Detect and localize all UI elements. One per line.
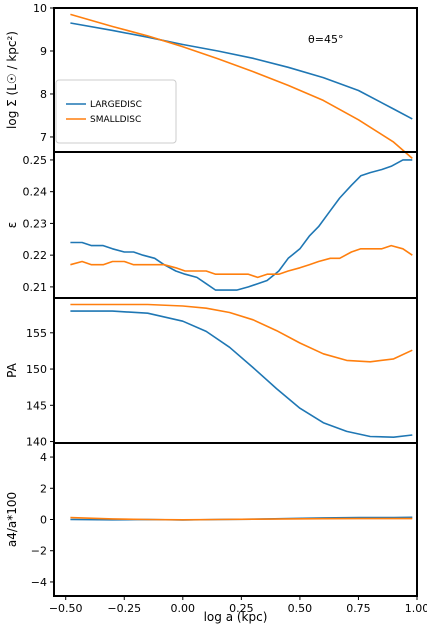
x-tick-label: 0.50 (288, 602, 313, 615)
legend-label-smalldisc: SMALLDISC (90, 115, 141, 125)
series-line-smalldisc (70, 244, 413, 279)
series-line-largedisc (70, 310, 413, 439)
y-tick-label: 150 (26, 363, 47, 376)
y-tick-label: 140 (26, 436, 47, 449)
x-tick-label: 0.00 (171, 602, 196, 615)
y-tick-label: 10 (33, 2, 47, 15)
x-tick-label: 1.00 (405, 602, 427, 615)
series-line-largedisc (70, 22, 413, 120)
y-tick-label: 145 (26, 399, 47, 412)
panel-2: 0.21 0.22 0.23 0.24 0.25 ε (5, 151, 418, 299)
panel-frame (53, 442, 418, 597)
y-axis-label: ε (5, 222, 19, 229)
y-tick-label: 155 (26, 327, 47, 340)
x-axis-label: log a (kpc) (204, 610, 268, 624)
series-line-smalldisc (70, 303, 413, 363)
panel-3: 140 145 150 155 PA (5, 297, 418, 449)
y-axis-label: PA (5, 362, 19, 377)
y-tick-label: 7 (40, 131, 47, 144)
x-tick-label: −0.50 (49, 602, 83, 615)
y-axis-label: a4/a*100 (5, 492, 19, 547)
angle-annotation: θ=45° (308, 33, 343, 46)
y-tick-label: 8 (40, 88, 47, 101)
x-tick-label: 0.75 (346, 602, 371, 615)
y-tick-label: 0.23 (23, 217, 48, 230)
x-tick-label: 0.25 (229, 602, 254, 615)
x-tick-label: −0.25 (107, 602, 141, 615)
legend-label-largedisc: LARGEDISC (90, 100, 142, 110)
legend: LARGEDISC SMALLDISC (55, 79, 177, 144)
series-line-smalldisc (70, 13, 413, 160)
legend-box (55, 79, 177, 144)
y-tick-label: −4 (31, 576, 47, 589)
panel-frame (53, 151, 418, 299)
y-tick-label: 0 (40, 514, 47, 527)
y-axis-label: log Σ (L☉ / kpc²) (5, 31, 19, 129)
y-tick-label: 2 (40, 482, 47, 495)
panel-1: 7 8 9 10 log Σ (L☉ / kpc²) θ=45° LARGEDISC SMAL… (5, 2, 418, 160)
y-tick-label: 4 (40, 451, 47, 464)
panel-frame (53, 297, 418, 444)
y-tick-label: 0.21 (23, 281, 48, 294)
y-tick-label: 0.25 (23, 154, 48, 167)
series-line-smalldisc (70, 516, 413, 521)
y-tick-label: −2 (31, 545, 47, 558)
y-tick-label: 9 (40, 45, 47, 58)
y-tick-label: 0.22 (23, 249, 48, 262)
y-tick-label: 0.24 (23, 186, 48, 199)
series-line-largedisc (70, 159, 413, 291)
panel-4: −4 −2 0 2 4 −0.50 −0.25 0.00 0.25 0.50 0.75 1.00 a4/… (5, 442, 427, 624)
